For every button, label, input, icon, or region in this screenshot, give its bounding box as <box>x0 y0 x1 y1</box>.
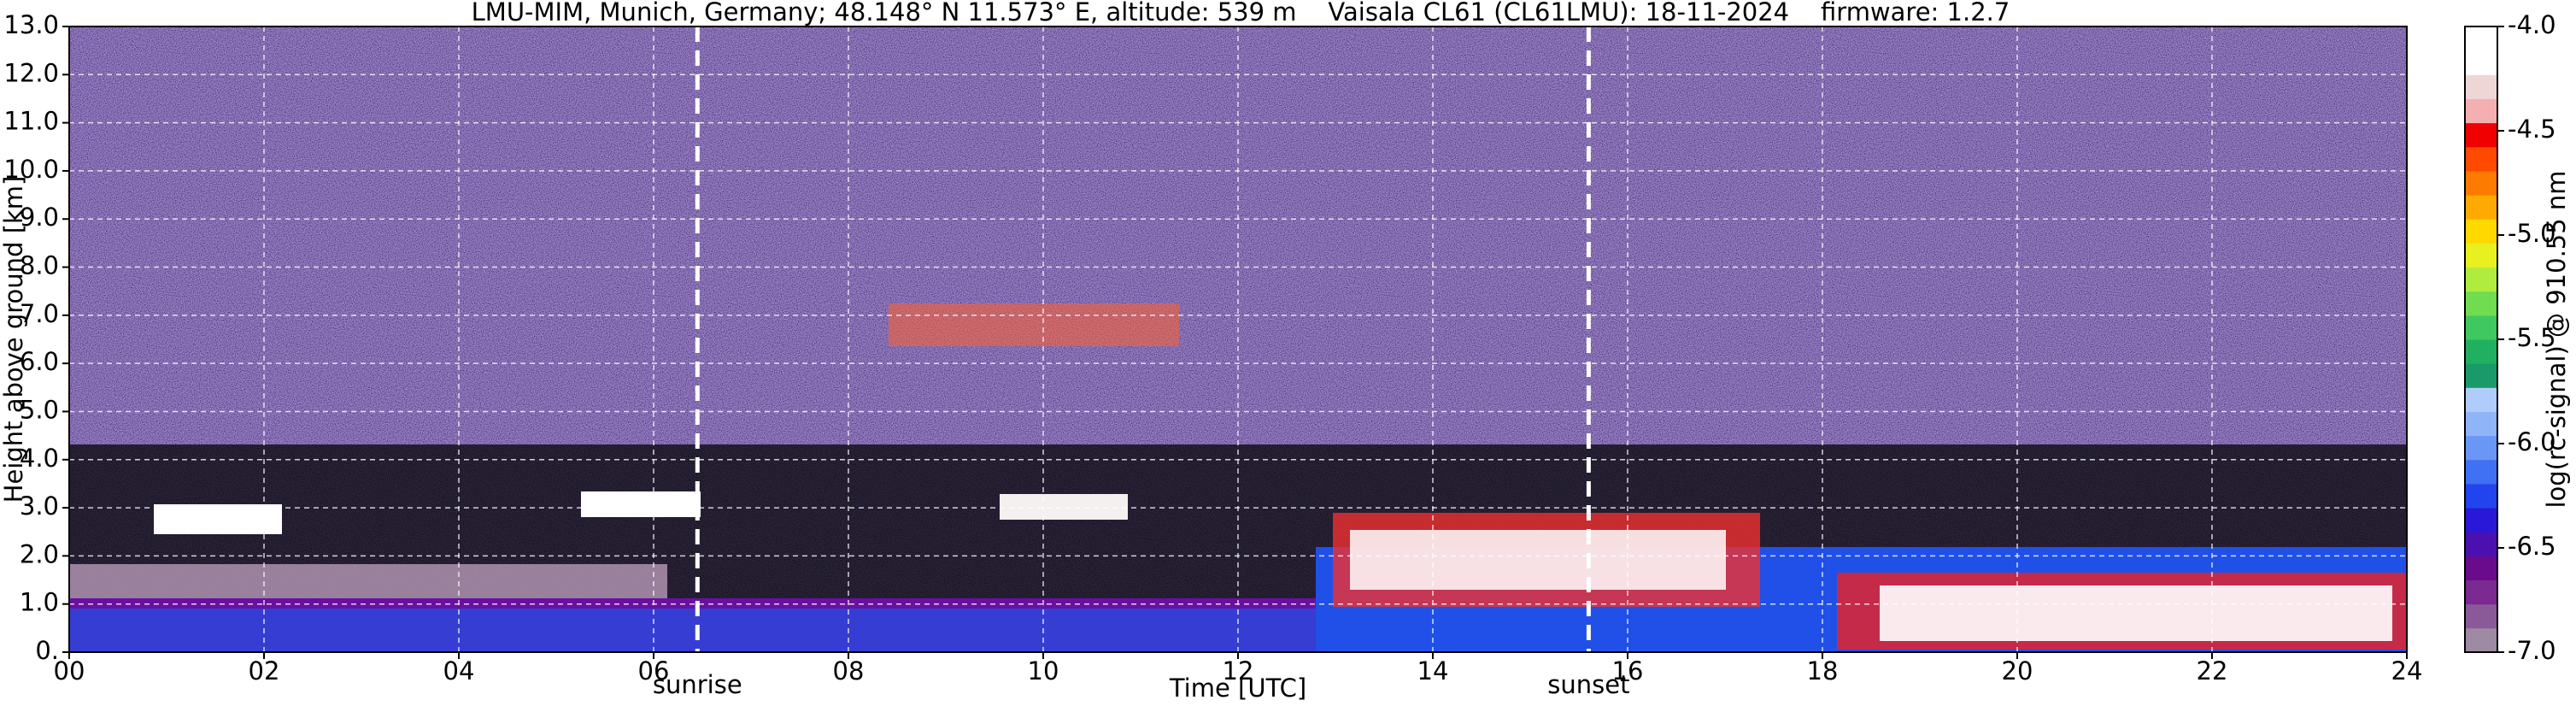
y-tick-label: 13.0 <box>3 10 59 39</box>
x-tick-label: 08 <box>833 656 865 685</box>
y-tick-label: 5.0 <box>20 395 59 424</box>
x-tick-label: 10 <box>1028 656 1059 685</box>
y-tick-label: 0. <box>35 636 59 665</box>
colorbar-swatch <box>2465 556 2497 581</box>
y-tick-label: 3.0 <box>20 491 59 521</box>
x-tick-label: 20 <box>2002 656 2033 685</box>
y-tick-label: 1.0 <box>20 588 59 617</box>
colorbar-swatch <box>2465 508 2497 532</box>
x-tick-label: 22 <box>2197 656 2228 685</box>
cloud-layer <box>154 504 282 534</box>
x-tick-label: 16 <box>1612 656 1644 685</box>
y-tick-label: 8.0 <box>20 251 59 280</box>
colorbar-swatch <box>2465 627 2497 653</box>
cloud-base-white <box>1350 530 1726 590</box>
x-tick-label: 00 <box>54 656 85 685</box>
x-tick-label: 18 <box>1807 656 1839 685</box>
y-tick-label: 12.0 <box>3 58 59 87</box>
colorbar-tick-label: -5.5 <box>2508 323 2556 352</box>
colorbar-swatch <box>2465 387 2497 412</box>
colorbar-swatch <box>2465 532 2497 556</box>
colorbar-swatch <box>2465 146 2497 172</box>
colorbar-swatch <box>2465 291 2497 316</box>
colorbar-tick-label: -6.0 <box>2508 427 2556 456</box>
x-tick-label: 04 <box>443 656 475 685</box>
colorbar-swatch <box>2465 411 2497 437</box>
annotation-label: sunset <box>1547 670 1629 699</box>
cloud-layer <box>581 491 701 517</box>
colorbar-swatch <box>2465 363 2497 388</box>
colorbar-tick-label: -6.5 <box>2508 532 2556 561</box>
colorbar-swatch <box>2465 267 2497 292</box>
colorbar-swatch <box>2465 195 2497 220</box>
colorbar-tick-label: -7.0 <box>2508 636 2556 665</box>
colorbar-swatch <box>2465 122 2497 148</box>
colorbar-swatch <box>2465 219 2497 244</box>
y-axis-label: Height above ground [km] <box>0 176 28 503</box>
x-tick-label: 02 <box>249 656 280 685</box>
colorbar-swatch <box>2465 170 2497 196</box>
colorbar-tick-label: -4.5 <box>2508 115 2556 144</box>
low-cloud-white <box>1880 585 2392 641</box>
y-tick-label: 9.0 <box>20 203 59 232</box>
colorbar-swatch <box>2465 74 2497 99</box>
plot-frame <box>68 26 2408 653</box>
colorbar-swatch <box>2465 459 2497 485</box>
colorbar-swatch <box>2465 26 2497 51</box>
colorbar-swatch <box>2465 603 2497 629</box>
y-tick-label: 10.0 <box>3 155 59 184</box>
x-tick-label: 14 <box>1417 656 1449 685</box>
colorbar-swatch <box>2465 50 2497 75</box>
cloud-layer <box>1000 494 1128 520</box>
annotation-label: sunrise <box>653 670 742 699</box>
axes: 0. 1.0 2.0 3.0 4.0 5.0 6.0 7.0 8.0 9.0 10.0 11.0 12.… <box>3 10 2555 699</box>
colorbar-tick-label: -5.0 <box>2508 219 2556 248</box>
colorbar-swatch <box>2465 435 2497 461</box>
x-tick-label: 24 <box>2391 656 2423 685</box>
colorbar-swatch <box>2465 580 2497 605</box>
y-tick-label: 7.0 <box>20 299 59 328</box>
mid-cloud <box>889 303 1179 346</box>
x-axis-label: Time [UTC] <box>1169 674 1306 703</box>
chart-title: LMU-MIM, Munich, Germany; 48.148° N 11.5… <box>472 0 2010 26</box>
colorbar-swatch <box>2465 483 2497 509</box>
y-tick-label: 4.0 <box>20 444 59 473</box>
y-tick-label: 2.0 <box>20 539 59 568</box>
colorbar-swatch <box>2465 315 2497 340</box>
colorbar-label: log(rc-signal) @ 910.55 nm <box>2542 170 2571 508</box>
colorbar-swatch <box>2465 339 2497 364</box>
colorbar-swatch <box>2465 98 2497 124</box>
x-tick-label: 12 <box>1223 656 1254 685</box>
x-tick-label: 06 <box>638 656 670 685</box>
boundary-layer-core <box>69 609 1368 652</box>
colorbar-tick-label: -4.0 <box>2508 10 2556 39</box>
y-tick-label: 6.0 <box>20 347 59 376</box>
colorbar-swatch <box>2465 243 2497 268</box>
y-tick-label: 11.0 <box>3 107 59 136</box>
